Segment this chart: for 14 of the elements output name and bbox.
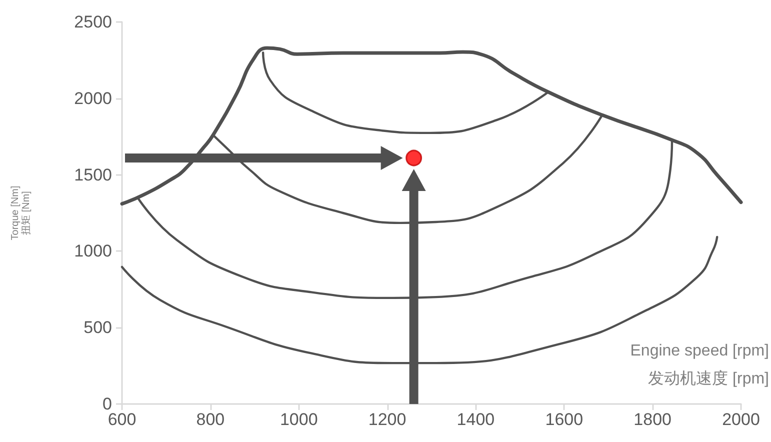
- x-tick-label: 1800: [634, 410, 672, 429]
- x-axis-title: Engine speed [rpm] 发动机速度 [rpm]: [630, 342, 769, 388]
- y-tick-label: 1000: [74, 242, 112, 261]
- x-tick-label: 1400: [456, 410, 495, 429]
- y-tick-label: 1500: [74, 165, 112, 184]
- y-tick-label: 2000: [74, 88, 112, 108]
- y-tick-label: 2500: [74, 12, 112, 32]
- x-tick-label: 1600: [545, 410, 584, 429]
- x-tick-label: 1000: [280, 410, 318, 429]
- x-tick-label: 2000: [722, 410, 760, 429]
- x-tick-label: 1200: [368, 410, 406, 429]
- y-tick-label: 500: [84, 318, 112, 338]
- y-axis-title: Torque [Nm] 扭矩 [Nm]: [10, 186, 32, 240]
- x-tick-label: 800: [196, 410, 225, 429]
